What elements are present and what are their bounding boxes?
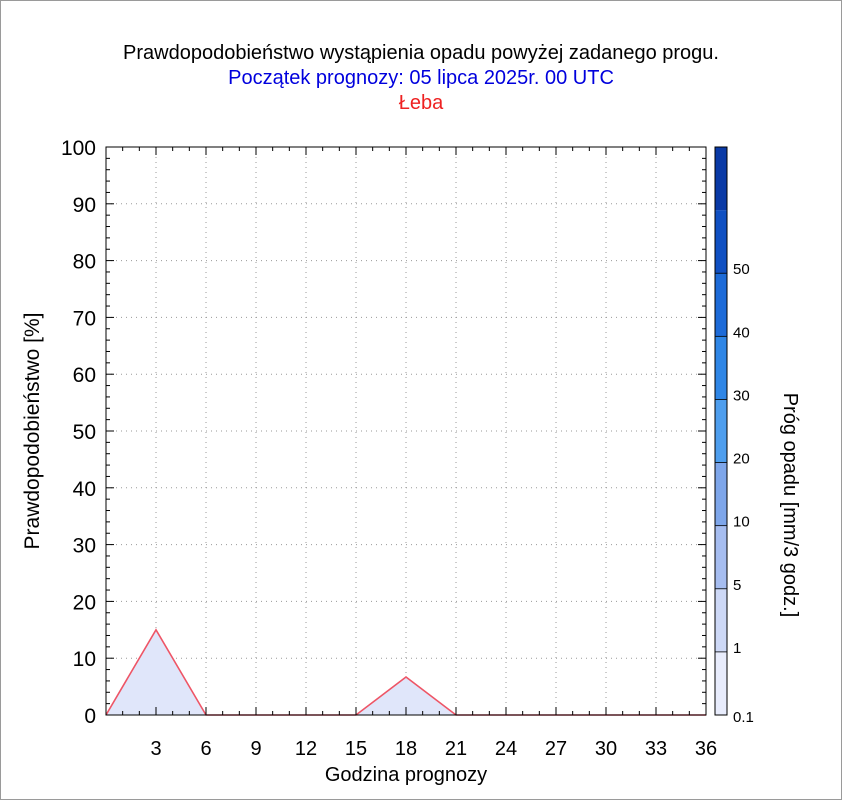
grid bbox=[106, 147, 706, 715]
x-tick-label: 9 bbox=[250, 738, 261, 760]
colorbar-tick-label: 10 bbox=[733, 514, 750, 531]
y-tick-label: 70 bbox=[73, 307, 96, 330]
colorbar-segment bbox=[715, 462, 727, 526]
x-tick-label: 6 bbox=[200, 738, 211, 760]
x-tick-label: 24 bbox=[495, 738, 517, 760]
y-tick-label: 30 bbox=[73, 535, 96, 558]
colorbar-segment bbox=[715, 210, 727, 274]
colorbar-tick-label: 40 bbox=[733, 324, 750, 341]
colorbar-tick-label: 0.1 bbox=[733, 709, 754, 726]
colorbar-segment bbox=[715, 651, 727, 715]
x-tick-label: 33 bbox=[645, 738, 667, 760]
y-tick-label: 60 bbox=[73, 364, 96, 387]
x-tick-label: 21 bbox=[445, 738, 467, 760]
colorbar-segment bbox=[715, 147, 727, 211]
x-tick-label: 30 bbox=[595, 738, 617, 760]
colorbar-tick-label: 50 bbox=[733, 261, 750, 278]
colorbar-tick-label: 30 bbox=[733, 387, 750, 404]
colorbar-tick-label: 1 bbox=[733, 640, 741, 657]
colorbar: 0.1 1 5 10 20 30 40 50 bbox=[714, 146, 754, 726]
y-tick-label: 40 bbox=[73, 478, 96, 501]
x-tick-label: 15 bbox=[345, 738, 367, 760]
colorbar-tick-label: 20 bbox=[733, 451, 750, 468]
y-axis-label: Prawdopodobieństwo [%] bbox=[21, 313, 44, 550]
y-tick-label: 80 bbox=[73, 251, 96, 274]
colorbar-segment bbox=[715, 336, 727, 400]
colorbar-segment bbox=[715, 273, 727, 337]
x-axis-label: Godzina prognozy bbox=[325, 764, 487, 786]
y-tick-label: 20 bbox=[73, 591, 96, 614]
y-tick-label: 90 bbox=[73, 194, 96, 217]
x-tick-label: 3 bbox=[150, 738, 161, 760]
x-tick-label: 36 bbox=[695, 738, 717, 760]
colorbar-segment bbox=[715, 399, 727, 463]
chart-title: Prawdopodobieństwo wystąpienia opadu pow… bbox=[123, 42, 719, 64]
y-tick-label: 0 bbox=[84, 705, 96, 728]
chart-location: Łeba bbox=[398, 92, 444, 114]
colorbar-segment bbox=[715, 525, 727, 589]
colorbar-tick-label: 5 bbox=[733, 577, 741, 594]
ticks: 3 6 9 12 15 18 21 24 27 30 33 360102030405060708090… bbox=[61, 137, 717, 760]
chart-subtitle: Początek prognozy: 05 lipca 2025r. 00 UT… bbox=[228, 67, 614, 89]
x-tick-label: 27 bbox=[545, 738, 567, 760]
x-tick-label: 18 bbox=[395, 738, 417, 760]
colorbar-label: Próg opadu [mm/3 godz.] bbox=[779, 393, 801, 618]
series-area bbox=[106, 629, 706, 715]
y-tick-label: 50 bbox=[73, 421, 96, 444]
x-tick-label: 12 bbox=[295, 738, 317, 760]
colorbar-segment bbox=[715, 588, 727, 652]
y-tick-label: 10 bbox=[73, 648, 96, 671]
y-tick-label: 100 bbox=[61, 137, 96, 160]
